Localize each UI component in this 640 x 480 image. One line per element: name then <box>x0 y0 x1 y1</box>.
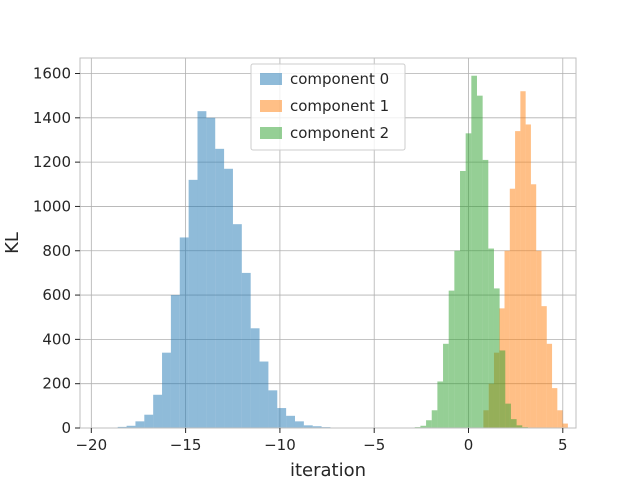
histogram-bar <box>488 248 494 428</box>
y-tick-label: 1600 <box>33 65 71 83</box>
axis-ticks: −20 −15 −10 −5 0 5 0 200 400 600 800 1000 1200 1400 16… <box>33 65 568 454</box>
histogram-bar <box>259 361 269 428</box>
histogram-bar <box>557 410 563 428</box>
legend-swatch <box>260 127 282 139</box>
histogram-bar <box>117 426 127 428</box>
histogram-bar <box>493 288 500 428</box>
histogram-bar <box>509 188 516 428</box>
histogram-bar <box>552 388 558 428</box>
histogram-bar <box>215 148 225 428</box>
y-tick-label: 1000 <box>33 197 71 215</box>
histogram-bar <box>476 95 483 428</box>
series-0-bars <box>117 111 349 429</box>
y-tick-label: 1200 <box>33 153 71 171</box>
histogram-bar <box>303 425 313 428</box>
histogram-bar <box>250 328 260 428</box>
histogram-bar <box>541 306 547 428</box>
histogram-bar <box>162 352 171 428</box>
histogram-bar <box>179 237 189 428</box>
histogram-bar <box>443 343 449 428</box>
y-axis-label: KL <box>2 232 23 254</box>
legend-label: component 2 <box>290 124 389 142</box>
y-tick-label: 600 <box>42 286 71 304</box>
histogram-bar <box>530 184 537 428</box>
histogram-bars <box>117 75 568 429</box>
histogram-bar <box>546 343 553 428</box>
legend-label: component 1 <box>290 97 389 115</box>
histogram-bar <box>516 425 523 428</box>
y-tick-label: 1400 <box>33 109 71 127</box>
x-tick-label: 0 <box>464 436 474 454</box>
legend-box <box>250 63 406 151</box>
histogram-bar <box>510 419 517 428</box>
y-tick-label: 0 <box>61 419 71 437</box>
histogram-bar <box>268 390 278 428</box>
histogram-bar <box>135 421 145 428</box>
histogram-bar <box>294 421 304 428</box>
histogram-bar <box>312 426 322 428</box>
y-tick-label: 800 <box>42 242 71 260</box>
histogram-bar <box>499 350 506 428</box>
x-axis-label: iteration <box>290 460 366 480</box>
histogram-bar <box>536 250 542 428</box>
series-2-bars <box>409 75 528 428</box>
legend-swatch <box>260 100 282 112</box>
histogram-bar <box>277 408 287 428</box>
x-tick-label: −15 <box>170 436 202 454</box>
histogram-bar <box>471 75 477 428</box>
histogram-bar <box>460 170 466 428</box>
histogram-bar <box>206 117 216 428</box>
histogram-bar <box>482 159 489 428</box>
histogram-bar <box>224 168 233 428</box>
histogram-bar <box>504 250 510 428</box>
histogram-bar <box>562 423 568 428</box>
legend-swatch <box>260 73 282 85</box>
histogram-bar <box>465 133 472 428</box>
histogram-bar <box>170 295 180 428</box>
histogram-bar <box>454 250 461 428</box>
histogram-bar <box>431 410 438 428</box>
legend-label: component 0 <box>290 70 389 88</box>
histogram-bar <box>241 272 251 428</box>
x-tick-label: −20 <box>75 436 107 454</box>
x-tick-label: 5 <box>558 436 568 454</box>
y-tick-label: 200 <box>42 375 71 393</box>
x-tick-label: −10 <box>264 436 296 454</box>
y-tick-label: 400 <box>42 330 71 348</box>
histogram-bar <box>505 403 511 428</box>
histogram-bar <box>188 179 198 428</box>
histogram-bar <box>144 414 154 428</box>
histogram-bar <box>515 131 521 428</box>
legend: component 0 component 1 component 2 <box>250 63 406 151</box>
x-tick-label: −5 <box>363 436 385 454</box>
histogram-bar <box>420 425 427 428</box>
histogram-bar <box>197 111 207 429</box>
histogram-bar <box>426 420 432 428</box>
histogram-bar <box>126 425 136 428</box>
histogram-bar <box>153 394 163 428</box>
histogram-bar <box>232 224 242 428</box>
histogram-bar <box>448 290 455 428</box>
histogram-bar <box>525 124 531 428</box>
histogram-bar <box>520 91 526 429</box>
histogram-bar <box>286 415 295 428</box>
plot-frame <box>79 57 577 429</box>
histogram-bar <box>437 381 444 428</box>
